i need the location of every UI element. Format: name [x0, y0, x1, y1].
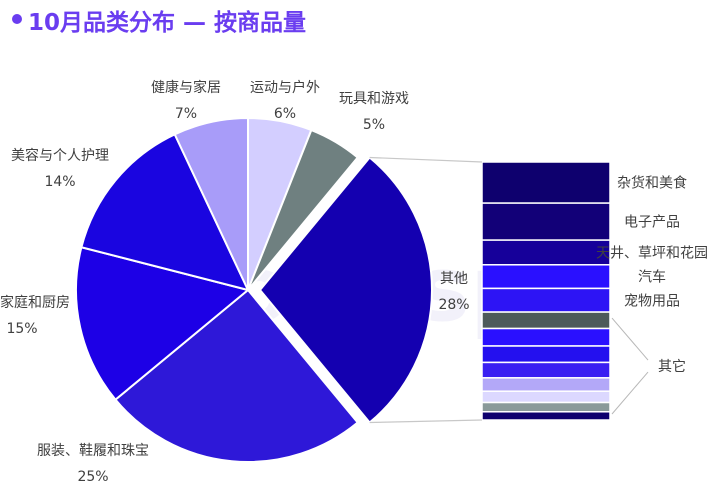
- slice-label-percent: 6%: [274, 106, 296, 122]
- breakdown-segment: [481, 239, 611, 266]
- pie-slice: [173, 116, 249, 291]
- slice-label-name: 运动与户外: [250, 79, 320, 96]
- breakdown-label: 电子产品: [624, 215, 680, 231]
- breakdown-label: 汽车: [638, 269, 666, 286]
- breakdown-segment: [481, 327, 611, 347]
- pie-slice: [75, 246, 251, 402]
- breakdown-segment: [481, 361, 611, 379]
- pie-slice: [114, 288, 360, 463]
- connector-line-top: [369, 156, 483, 163]
- slice-label-name: 家庭和厨房: [0, 294, 70, 311]
- breakdown-label: 宠物用品: [624, 293, 680, 309]
- breakdown-segment: [481, 287, 611, 313]
- slice-label-percent: 25%: [77, 469, 108, 485]
- slice-label-name: 美容与个人护理: [11, 147, 109, 164]
- breakdown-segment: [481, 345, 611, 364]
- breakdown-label: 天井、草坪和花园: [596, 245, 708, 261]
- slice-label-percent: 7%: [175, 106, 197, 122]
- title-bullet-icon: [12, 14, 22, 24]
- slice-label-name: 服装、鞋履和珠宝: [37, 443, 149, 459]
- breakdown-segment: [481, 161, 611, 204]
- pie-slice: [258, 156, 433, 424]
- chart-title: 10月品类分布 — 按商品量: [28, 10, 307, 36]
- slice-label-percent: 5%: [363, 117, 385, 133]
- slice-label-name: 健康与家居: [151, 79, 221, 96]
- breakdown-segment: [481, 390, 611, 404]
- breakdown-label: 杂货和美食: [617, 175, 687, 192]
- pie-slice: [247, 128, 360, 291]
- group-label: 其它: [658, 358, 686, 375]
- pie-slice: [80, 133, 250, 292]
- breakdown-segment: [481, 401, 611, 413]
- breakdown-segment: [481, 311, 611, 330]
- slice-label-name: 玩具和游戏: [339, 91, 409, 107]
- breakdown-segment: [481, 264, 611, 290]
- slice-label-percent: 14%: [44, 174, 75, 190]
- breakdown-segment: [481, 411, 611, 421]
- slice-label-name: 其他: [440, 271, 468, 287]
- group-bracket-bottom: [611, 371, 649, 415]
- slice-label-percent: 15%: [6, 321, 37, 337]
- breakdown-segment: [481, 202, 611, 241]
- slice-label-percent: 28%: [438, 297, 469, 313]
- connector-line-bottom: [369, 419, 483, 424]
- breakdown-segment: [481, 377, 611, 392]
- group-bracket-top: [611, 317, 649, 361]
